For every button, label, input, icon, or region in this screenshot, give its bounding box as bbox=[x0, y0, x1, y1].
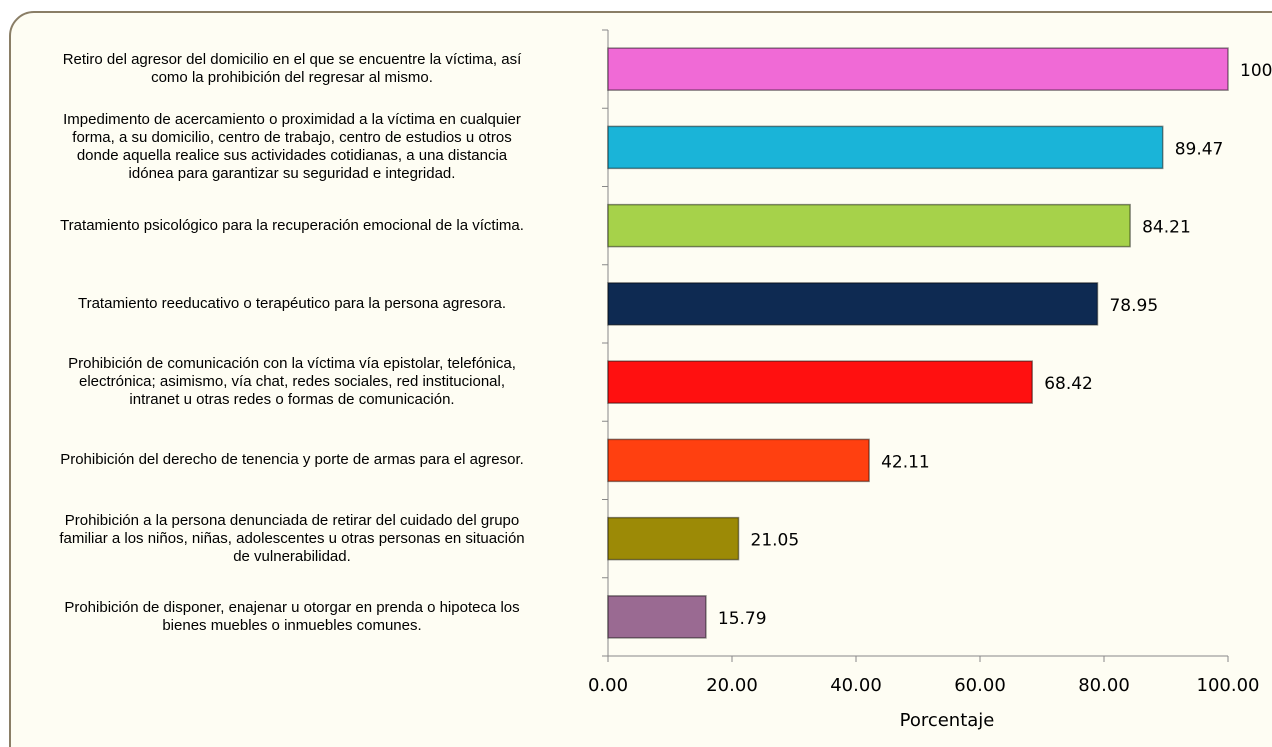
category-label: Prohibición de disponer, enajenar u otor… bbox=[64, 598, 520, 634]
bar bbox=[607, 282, 1099, 326]
bar bbox=[607, 595, 707, 639]
x-tick-label: 0.00 bbox=[588, 675, 628, 696]
category-label: Tratamiento reeducativo o terapéutico pa… bbox=[77, 294, 507, 312]
bar bbox=[607, 125, 1164, 170]
x-tick-label: 40.00 bbox=[830, 675, 882, 696]
x-axis-title: Porcentaje bbox=[900, 710, 995, 731]
x-tick-label: 20.00 bbox=[706, 675, 758, 696]
data-label: 84.21 bbox=[1142, 218, 1191, 238]
data-label: 68.42 bbox=[1044, 374, 1093, 394]
x-tick-label: 100.00 bbox=[1197, 675, 1260, 696]
x-tick-label: 60.00 bbox=[954, 675, 1006, 696]
bar bbox=[607, 360, 1033, 404]
data-label: 89.47 bbox=[1175, 139, 1224, 159]
category-label: Prohibición del derecho de tenencia y po… bbox=[60, 451, 524, 469]
data-label: 15.79 bbox=[718, 609, 767, 629]
data-label: 21.05 bbox=[751, 531, 800, 551]
category-label: Impedimento de acercamiento o proximidad… bbox=[63, 111, 521, 183]
bar bbox=[607, 516, 740, 561]
x-tick-label: 80.00 bbox=[1078, 675, 1130, 696]
data-label: 100 bbox=[1240, 61, 1272, 81]
bar bbox=[607, 203, 1131, 248]
data-label: 42.11 bbox=[881, 452, 930, 472]
category-label: Retiro del agresor del domicilio en el q… bbox=[62, 51, 522, 87]
bar bbox=[607, 438, 870, 483]
data-label: 78.95 bbox=[1109, 296, 1158, 316]
bar bbox=[607, 47, 1229, 91]
category-label: Prohibición de comunicación con la vícti… bbox=[68, 355, 516, 409]
category-label: Prohibición a la persona denunciada de r… bbox=[59, 511, 525, 565]
category-label: Tratamiento psicológico para la recupera… bbox=[60, 216, 524, 234]
